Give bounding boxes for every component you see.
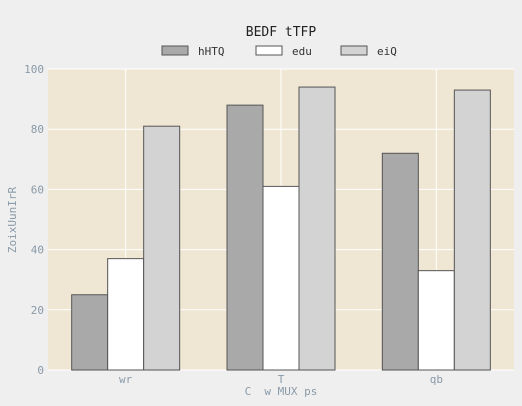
bar-hHTQ-qb: [381, 152, 419, 371]
bar-edu-qb: [417, 270, 455, 371]
legend-label: hHTQ: [198, 45, 225, 58]
bar-eiQ-wr: [143, 125, 181, 371]
y-tick-label: 20: [31, 304, 44, 317]
x-axis-label: C w MUX ps: [245, 385, 318, 398]
bar-eiQ-qb: [453, 89, 491, 371]
legend-swatch: [255, 45, 283, 56]
legend-swatch: [161, 45, 189, 56]
legend-label: eiQ: [377, 45, 397, 58]
bars: [71, 86, 491, 371]
bar-edu-T: [262, 185, 300, 371]
legend-swatch: [340, 45, 368, 56]
legend: hHTQ edu eiQ: [161, 45, 397, 58]
x-tick-label: wr: [119, 373, 133, 386]
bar-hHTQ-wr: [71, 294, 109, 371]
bar-hHTQ-T: [226, 104, 264, 371]
chart-title: BEDF tTFP: [246, 25, 317, 40]
y-tick-label: 40: [31, 244, 44, 257]
y-axis-ticks: 0 20 40 60 80 100: [24, 63, 44, 377]
legend-label: edu: [292, 45, 312, 58]
y-tick-label: 0: [37, 364, 44, 377]
y-tick-label: 80: [31, 123, 44, 136]
bar-edu-wr: [107, 258, 145, 371]
x-tick-label: qb: [430, 373, 443, 386]
bar-eiQ-T: [298, 86, 336, 371]
x-tick-label: T: [278, 373, 285, 386]
y-tick-label: 60: [31, 183, 44, 196]
y-axis-label: ZoixUunIrR: [6, 187, 19, 254]
y-tick-label: 100: [24, 63, 44, 76]
